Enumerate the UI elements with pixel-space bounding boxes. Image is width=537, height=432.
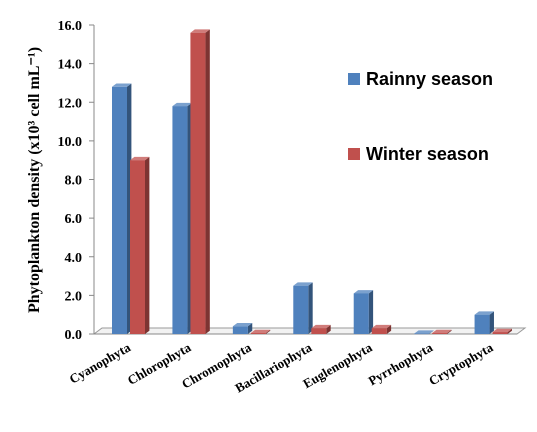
bar-top: [492, 328, 512, 333]
legend-label: Rainny season: [366, 69, 493, 89]
bar-side: [368, 290, 374, 334]
bar-front: [232, 326, 248, 334]
bar-side: [247, 322, 253, 334]
bar-rainny-season-chlorophyta: [172, 102, 192, 334]
y-tick-label: 0.0: [65, 328, 83, 343]
bar-top: [232, 322, 253, 327]
bar-top: [414, 330, 434, 334]
legend-label: Winter season: [366, 144, 489, 164]
y-tick-label: 10.0: [58, 135, 83, 150]
bar-top: [250, 329, 271, 334]
legend: Rainny season Winter season: [348, 69, 493, 164]
y-tick-label: 2.0: [65, 289, 83, 304]
x-category-label: Euglenophyta: [300, 339, 375, 391]
bar-side: [386, 324, 392, 334]
bar-side: [507, 328, 512, 334]
bar-front: [353, 293, 369, 334]
bar-front: [414, 333, 430, 335]
x-category-label: Pyrrhophyta: [366, 339, 436, 388]
bar-top: [311, 324, 331, 329]
bar-top: [172, 102, 192, 107]
bar-rainny-season-euglenophyta: [353, 290, 374, 334]
bar-winter-season-cryptophyta: [492, 328, 512, 334]
y-tick-label: 12.0: [58, 96, 83, 111]
bar-side: [308, 282, 313, 334]
bar-front: [311, 328, 327, 334]
bar-rainny-season-cyanophyta: [112, 83, 132, 334]
bar-side: [429, 330, 434, 334]
bar-top: [474, 311, 494, 315]
bar-front: [432, 333, 448, 334]
bar-top: [112, 83, 132, 87]
chart-bars: [112, 29, 512, 335]
bar-side: [205, 29, 210, 335]
y-tick-labels: 0.0 2.0 4.0 6.0 8.0 10.0 12.0 14.0 16.0: [58, 19, 83, 343]
legend-swatch: [348, 73, 360, 85]
bar-winter-season-pyrrhophyta: [432, 329, 452, 334]
bar-top: [371, 324, 392, 329]
y-tick-label: 8.0: [65, 174, 83, 189]
bar-winter-season-euglenophyta: [371, 324, 392, 334]
x-category-label: Cryptophyta: [426, 339, 496, 388]
bar-rainny-season-cryptophyta: [474, 311, 494, 334]
bar-rainny-season-chromophyta: [232, 322, 253, 334]
bar-top: [190, 29, 210, 33]
bar-front: [190, 32, 206, 334]
y-tick-label: 6.0: [65, 212, 83, 227]
bar-front: [371, 328, 387, 334]
x-category-label: Cyanophyta: [67, 339, 134, 386]
bar-top: [432, 329, 452, 334]
bar-side: [145, 156, 150, 334]
bar-front: [492, 332, 508, 334]
legend-swatch: [348, 148, 360, 160]
bar-rainny-season-bacillariophyta: [293, 282, 313, 334]
bar-winter-season-cyanophyta: [130, 156, 150, 334]
bar-side: [265, 329, 271, 334]
y-tick-label: 4.0: [65, 251, 83, 266]
bar-winter-season-chlorophyta: [190, 29, 210, 335]
bar-winter-season-chromophyta: [250, 329, 271, 334]
y-tick-label: 14.0: [58, 58, 83, 73]
y-tick-label: 16.0: [58, 19, 83, 34]
bar-side: [489, 311, 494, 334]
bar-side: [447, 329, 452, 334]
bar-front: [293, 285, 309, 334]
bar-top: [293, 282, 313, 286]
bar-top: [353, 290, 374, 294]
bar-front: [112, 86, 127, 334]
bar-front: [474, 314, 490, 334]
bar-winter-season-bacillariophyta: [311, 324, 331, 334]
bar-side: [326, 324, 331, 334]
bar-front: [250, 333, 266, 334]
bar-top: [130, 156, 150, 161]
y-axis-title: Phytoplankton density (x10³ cell mL⁻¹): [26, 47, 43, 313]
bar-rainny-season-pyrrhophyta: [414, 330, 434, 335]
x-category-labels: CyanophytaChlorophytaChromophytaBacillar…: [67, 339, 496, 395]
bar-front: [130, 160, 145, 334]
bar-front: [172, 106, 188, 334]
